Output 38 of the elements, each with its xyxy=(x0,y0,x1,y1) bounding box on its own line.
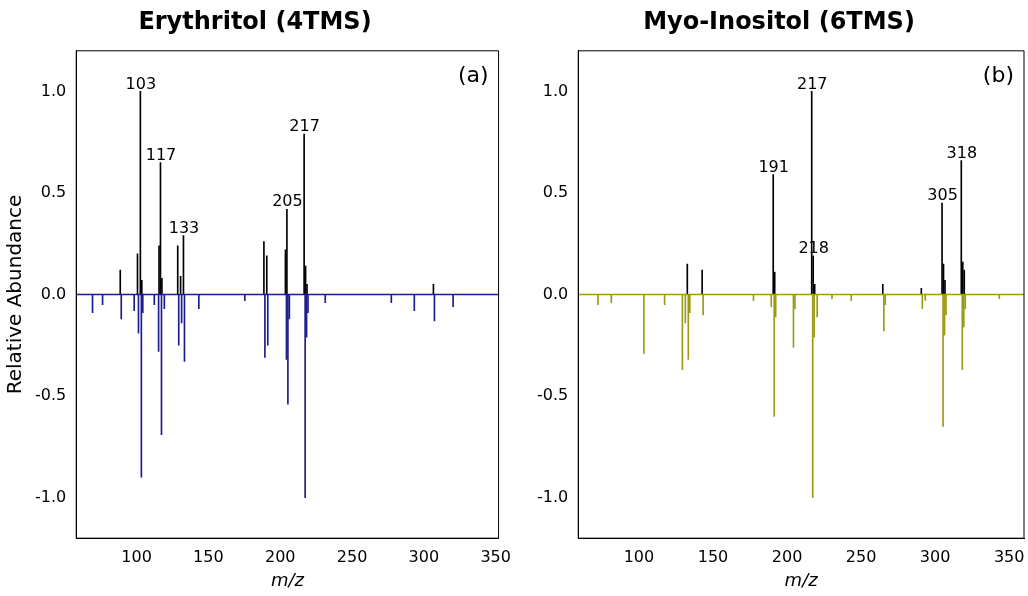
annotation: (a) xyxy=(457,61,489,87)
y-tick-label: -0.5 xyxy=(35,385,67,405)
y-tick-label: 1.0 xyxy=(40,80,67,100)
y-tick-label: 0.0 xyxy=(40,283,67,303)
x-tick-label: 350 xyxy=(993,546,1025,566)
y-tick-label: 0.0 xyxy=(542,283,569,303)
y-tick-label: 1.0 xyxy=(542,80,569,100)
x-tick-label: 350 xyxy=(480,546,511,566)
x-tick-label: 150 xyxy=(697,546,729,566)
y-axis-title: Relative Abundance xyxy=(2,194,27,395)
annotation: 205 xyxy=(272,191,303,211)
x-tick-label: 100 xyxy=(623,546,655,566)
x-tick-label: 100 xyxy=(121,546,152,566)
x-tick-label: 250 xyxy=(845,546,877,566)
annotation: 217 xyxy=(796,73,828,93)
y-tick-label: -1.0 xyxy=(35,486,67,506)
x-tick-label: 300 xyxy=(408,546,440,566)
x-tick-label: 150 xyxy=(193,546,224,566)
y-tick-label: -1.0 xyxy=(537,486,569,506)
chart-title: Myo-Inositol (6TMS) xyxy=(643,6,915,35)
x-axis-title: m/z xyxy=(784,568,819,590)
annotation: 191 xyxy=(758,156,789,176)
annotation: 133 xyxy=(168,217,200,237)
x-tick-label: 250 xyxy=(336,546,368,566)
x-tick-label: 200 xyxy=(771,546,803,566)
x-tick-label: 200 xyxy=(264,546,296,566)
x-axis-title: m/z xyxy=(270,568,305,590)
y-tick-label: 0.5 xyxy=(542,182,569,202)
annotation: 305 xyxy=(927,185,958,205)
chart-title: Erythritol (4TMS) xyxy=(138,6,372,35)
annotation: 318 xyxy=(946,142,978,162)
annotation: (b) xyxy=(982,61,1014,87)
y-tick-label: 0.5 xyxy=(40,182,67,202)
annotation: 217 xyxy=(289,116,320,136)
annotation: 117 xyxy=(145,144,177,164)
y-tick-label: -0.5 xyxy=(537,385,569,405)
annotation: 103 xyxy=(125,73,157,93)
x-tick-label: 300 xyxy=(919,546,951,566)
